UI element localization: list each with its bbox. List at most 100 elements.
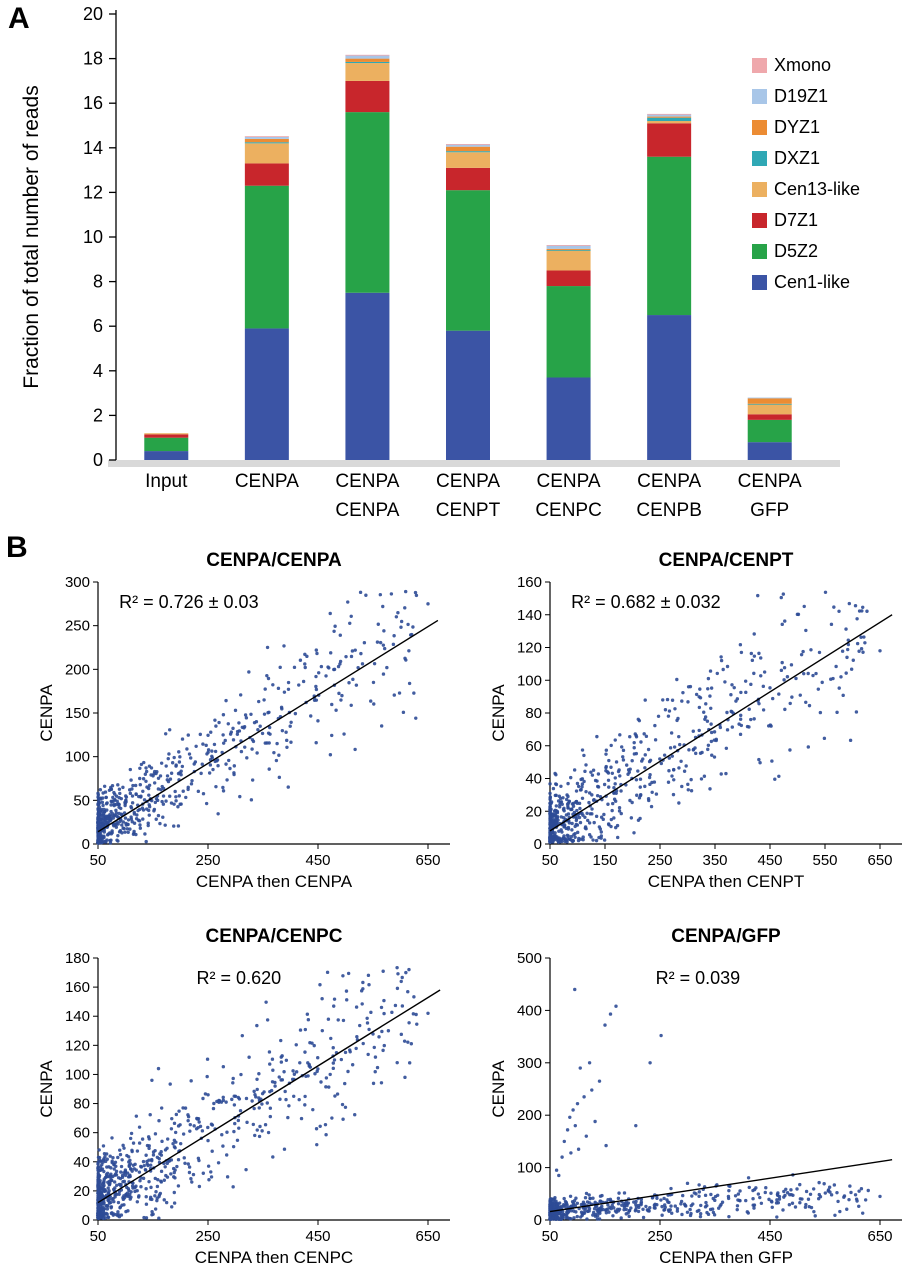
scatter-point bbox=[122, 1194, 126, 1198]
scatter-point bbox=[548, 1201, 552, 1206]
scatter-point bbox=[298, 1028, 303, 1032]
scatter-point bbox=[784, 1187, 788, 1192]
scatter-point bbox=[378, 593, 383, 597]
scatter-point bbox=[571, 1108, 575, 1112]
scatter-point bbox=[101, 803, 105, 808]
scatter-point bbox=[687, 748, 691, 752]
scatter-point bbox=[591, 768, 596, 772]
scatter-point bbox=[369, 1010, 373, 1015]
scatter-point bbox=[231, 738, 236, 742]
scatter-point bbox=[278, 665, 282, 670]
scatter-point bbox=[139, 1164, 143, 1169]
scatter-point bbox=[267, 767, 271, 771]
scatter-point bbox=[176, 805, 180, 809]
scatter-point bbox=[267, 1050, 272, 1054]
scatter-point bbox=[399, 979, 403, 984]
scatter-point bbox=[243, 745, 247, 749]
legend-label: Cen1-like bbox=[774, 272, 850, 292]
legend-label: Cen13-like bbox=[774, 179, 860, 199]
scatter-point bbox=[584, 1134, 588, 1138]
scatter-point bbox=[120, 1175, 125, 1180]
scatter-point bbox=[232, 1129, 236, 1134]
bar-segment-Cen1-like bbox=[446, 330, 490, 460]
scatter-point bbox=[773, 777, 777, 781]
scatter-point bbox=[647, 1208, 651, 1213]
scatter-point bbox=[847, 601, 852, 606]
scatter-point bbox=[426, 602, 430, 606]
scatter-point bbox=[106, 814, 110, 818]
scatter-point bbox=[757, 757, 761, 762]
scatter-point bbox=[245, 756, 249, 760]
scatter-point bbox=[565, 833, 570, 837]
scatter-point bbox=[286, 687, 291, 691]
scatter-point bbox=[150, 1078, 154, 1082]
scatter-point bbox=[235, 1138, 240, 1142]
scatter-point bbox=[608, 1012, 613, 1016]
scatter-points-layer bbox=[548, 590, 882, 844]
scatter-point bbox=[553, 834, 558, 838]
scatter-point bbox=[98, 1168, 103, 1173]
bar-segment-DXZ1 bbox=[747, 403, 792, 405]
scatter-point bbox=[611, 1214, 615, 1218]
scatter-point bbox=[332, 1058, 337, 1062]
scatter-point bbox=[134, 816, 139, 821]
scatter-point bbox=[220, 1133, 224, 1137]
scatter-point bbox=[564, 1202, 569, 1206]
scatter-point bbox=[719, 658, 724, 663]
scatter-point bbox=[848, 738, 853, 743]
scatter-point bbox=[583, 769, 587, 774]
scatter-point bbox=[214, 724, 218, 728]
scatter-point bbox=[703, 1193, 708, 1198]
scatter-point bbox=[221, 1064, 226, 1069]
scatter-point bbox=[647, 775, 652, 780]
scatter-point bbox=[263, 1122, 268, 1127]
scatter-point bbox=[169, 1172, 173, 1176]
scatter-point bbox=[663, 708, 668, 712]
scatter-point bbox=[171, 1142, 175, 1146]
scatter-point bbox=[583, 1206, 588, 1211]
scatter-point bbox=[313, 1072, 317, 1076]
bar-segment-D7Z1 bbox=[647, 123, 692, 157]
scatter-point bbox=[845, 1207, 849, 1211]
scatter-point bbox=[147, 1137, 151, 1141]
scatter-point bbox=[801, 649, 805, 654]
scatter-point bbox=[607, 1210, 611, 1214]
bar-segment-Xmono bbox=[647, 113, 692, 115]
scatter-point bbox=[101, 1211, 106, 1215]
scatter-point bbox=[733, 1194, 738, 1198]
scatter-point bbox=[334, 708, 338, 712]
scatter-point bbox=[314, 1127, 319, 1131]
scatter-point bbox=[289, 720, 293, 725]
scatter-point bbox=[173, 1146, 177, 1150]
scatter-point bbox=[727, 1214, 731, 1219]
scatter-point bbox=[558, 1210, 563, 1215]
scatter-point bbox=[228, 766, 232, 771]
scatter-point bbox=[249, 712, 253, 717]
scatter-point bbox=[672, 778, 676, 782]
scatter-point bbox=[379, 1005, 384, 1010]
scatter-point bbox=[216, 764, 220, 768]
scatter-point bbox=[610, 771, 615, 775]
scatter-point bbox=[130, 794, 135, 798]
scatter-point bbox=[111, 795, 115, 800]
scatter-point bbox=[104, 1203, 108, 1208]
scatter-point bbox=[324, 1133, 328, 1137]
scatter-point bbox=[764, 1186, 768, 1190]
scatter-point bbox=[183, 1161, 187, 1166]
scatter-point bbox=[798, 1182, 802, 1187]
y-tick-label: 20 bbox=[73, 1183, 90, 1200]
scatter-point bbox=[287, 1104, 291, 1108]
scatter-point bbox=[340, 1102, 345, 1107]
scatter-point bbox=[783, 1193, 787, 1198]
scatter-point bbox=[676, 716, 680, 721]
scatter-point bbox=[101, 1144, 106, 1148]
scatter-point bbox=[662, 1196, 666, 1201]
scatter-point bbox=[690, 1194, 694, 1198]
scatter-point bbox=[339, 1057, 344, 1062]
scatter-point bbox=[372, 661, 377, 666]
scatter-point bbox=[343, 1105, 348, 1110]
scatter-point bbox=[172, 802, 176, 806]
scatter-point bbox=[365, 1021, 370, 1025]
scatter-point bbox=[195, 1117, 200, 1121]
scatter-point bbox=[99, 1186, 103, 1191]
